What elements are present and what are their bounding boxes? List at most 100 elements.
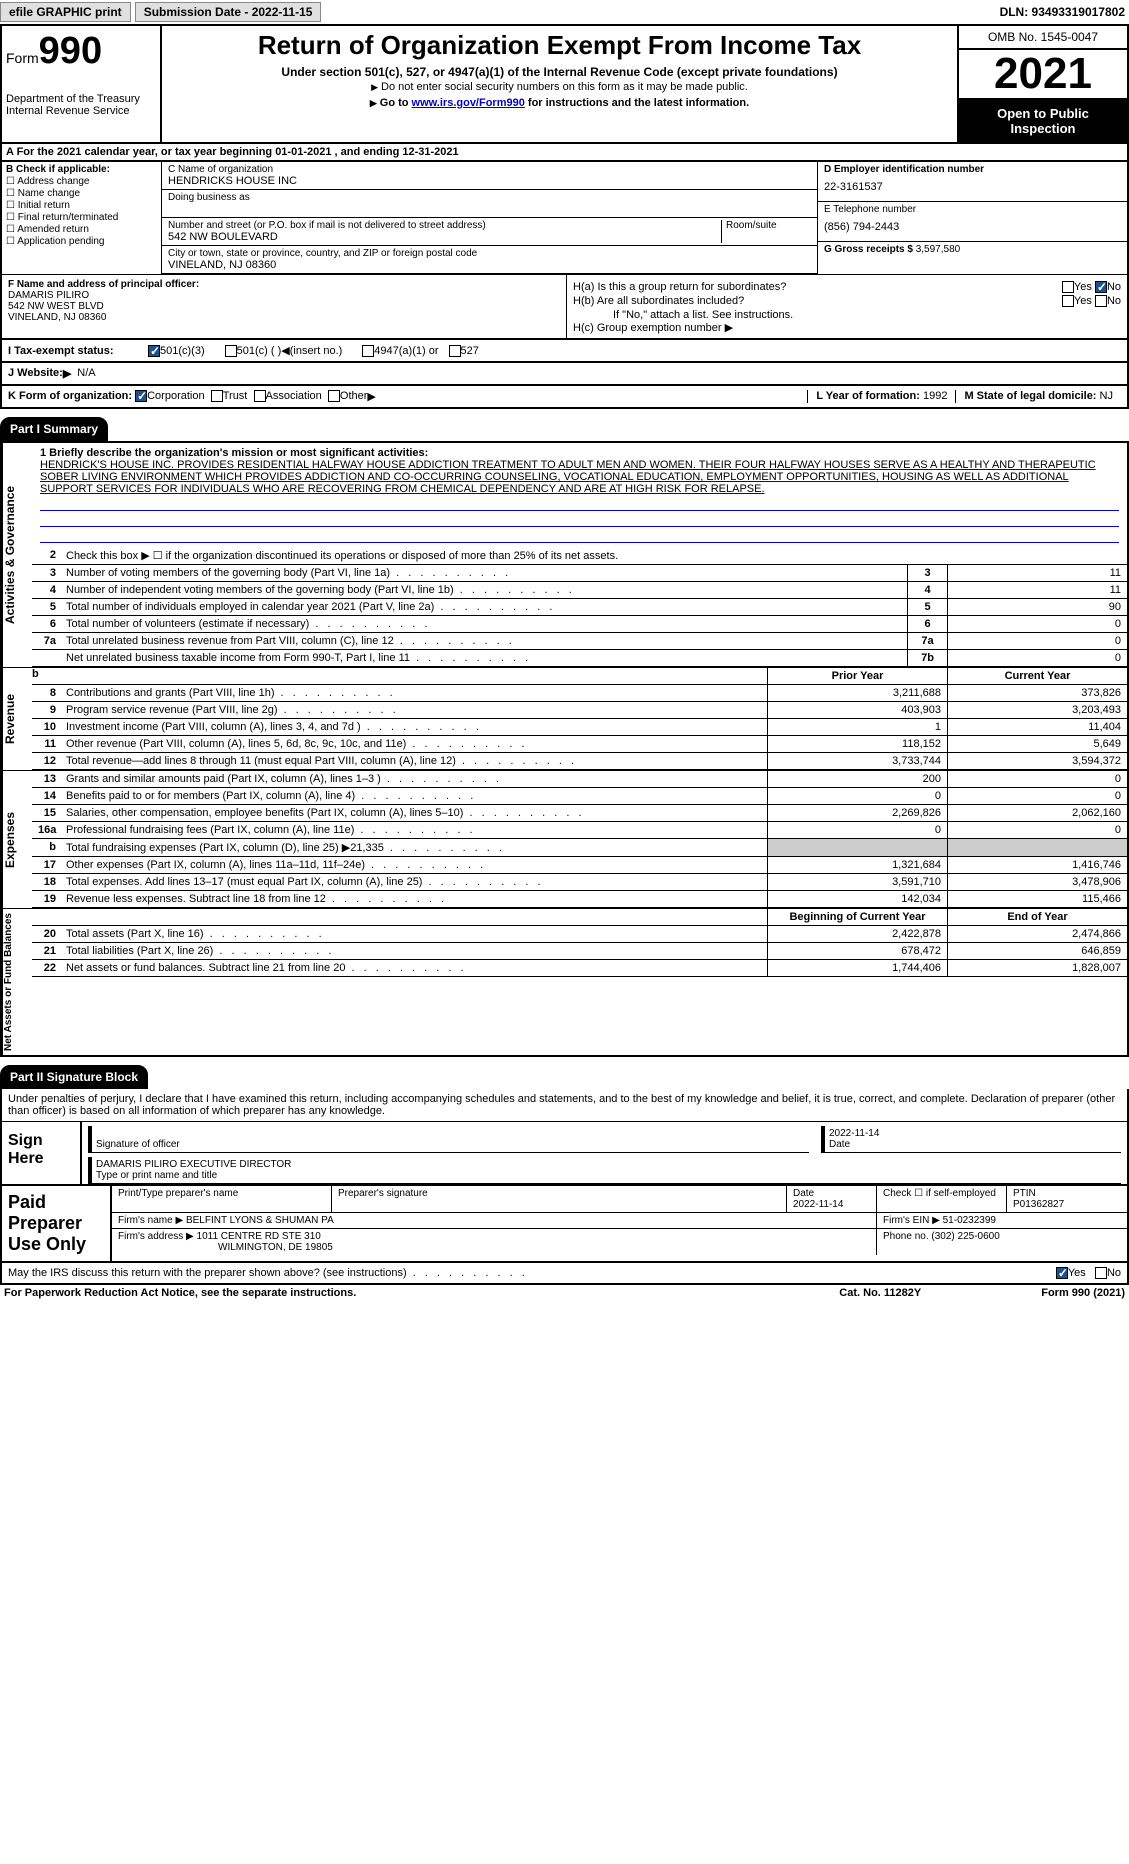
h-b-yes-checkbox[interactable] <box>1062 295 1074 307</box>
gross-receipts-cell: G Gross receipts $ 3,597,580 <box>818 242 1127 257</box>
perjury-declaration: Under penalties of perjury, I declare th… <box>2 1089 1127 1122</box>
chk-trust[interactable] <box>211 390 223 402</box>
chk-address-change[interactable]: ☐ Address change <box>6 176 157 187</box>
city-value: VINELAND, NJ 08360 <box>168 259 811 271</box>
discuss-no-checkbox[interactable] <box>1095 1267 1107 1279</box>
h-a-yes-checkbox[interactable] <box>1062 281 1074 293</box>
part2-header: Part II Signature Block <box>0 1065 148 1089</box>
end-year-header: End of Year <box>947 909 1127 925</box>
h-b-label: H(b) Are all subordinates included? <box>573 295 744 307</box>
side-net-assets: Net Assets or Fund Balances <box>2 909 32 1055</box>
summary-line: 18Total expenses. Add lines 13–17 (must … <box>32 874 1127 891</box>
topbar: efile GRAPHIC print Submission Date - 20… <box>0 0 1129 26</box>
signature-date-line: 2022-11-14 Date <box>821 1126 1121 1153</box>
part1-body: Activities & Governance 1 Briefly descri… <box>0 441 1129 1057</box>
form-page-label: Form 990 (2021) <box>1041 1287 1125 1299</box>
summary-line: 7aTotal unrelated business revenue from … <box>32 633 1127 650</box>
form-org-label: K Form of organization: <box>8 390 132 403</box>
row-k: K Form of organization: Corporation Trus… <box>0 386 1129 409</box>
officer-label: F Name and address of principal officer: <box>8 279 560 290</box>
form-word: Form <box>6 50 39 66</box>
mission-block: 1 Briefly describe the organization's mi… <box>32 443 1127 547</box>
paperwork-notice: For Paperwork Reduction Act Notice, see … <box>4 1287 356 1299</box>
name-title-line: DAMARIS PILIRO EXECUTIVE DIRECTOR Type o… <box>88 1157 1121 1184</box>
summary-line: 8Contributions and grants (Part VIII, li… <box>32 685 1127 702</box>
paid-preparer-block: Paid Preparer Use Only Print/Type prepar… <box>2 1184 1127 1261</box>
chk-amended-return[interactable]: ☐ Amended return <box>6 224 157 235</box>
ein-label: D Employer identification number <box>824 164 1121 175</box>
dept-treasury: Department of the Treasury <box>6 93 156 105</box>
form-subtitle-2: Do not enter social security numbers on … <box>170 81 949 93</box>
officer-addr1: 542 NW WEST BLVD <box>8 301 560 312</box>
chk-application-pending[interactable]: ☐ Application pending <box>6 236 157 247</box>
chk-initial-return[interactable]: ☐ Initial return <box>6 200 157 211</box>
h-b-no-checkbox[interactable] <box>1095 295 1107 307</box>
irs-link[interactable]: www.irs.gov/Form990 <box>412 97 525 109</box>
summary-line: 22Net assets or fund balances. Subtract … <box>32 960 1127 977</box>
header-right: OMB No. 1545-0047 2021 Open to Public In… <box>957 26 1127 142</box>
summary-line: 21Total liabilities (Part X, line 26)678… <box>32 943 1127 960</box>
signature-block: Under penalties of perjury, I declare th… <box>0 1089 1129 1263</box>
efile-print-button[interactable]: efile GRAPHIC print <box>0 2 131 22</box>
chk-501c3[interactable] <box>148 345 160 357</box>
gross-receipts-value: 3,597,580 <box>916 244 961 255</box>
net-col-header: Beginning of Current Year End of Year <box>32 909 1127 926</box>
chk-other[interactable] <box>328 390 340 402</box>
h-a-line: H(a) Is this a group return for subordin… <box>573 281 1121 293</box>
page-footer: For Paperwork Reduction Act Notice, see … <box>0 1285 1129 1301</box>
chk-501c[interactable] <box>225 345 237 357</box>
sign-here-label: Sign Here <box>2 1122 82 1184</box>
chk-corporation[interactable] <box>135 390 147 402</box>
dba-cell: Doing business as <box>162 190 817 218</box>
preparer-name-label: Print/Type preparer's name <box>112 1186 332 1212</box>
summary-line: Net unrelated business taxable income fr… <box>32 650 1127 667</box>
section-bcde: B Check if applicable: ☐ Address change … <box>0 162 1129 274</box>
summary-line: 20Total assets (Part X, line 16)2,422,87… <box>32 926 1127 943</box>
box-c: C Name of organization HENDRICKS HOUSE I… <box>162 162 817 274</box>
city-cell: City or town, state or province, country… <box>162 246 817 274</box>
current-year-header: Current Year <box>947 668 1127 684</box>
form-title: Return of Organization Exempt From Incom… <box>170 30 949 61</box>
header-mid: Return of Organization Exempt From Incom… <box>162 26 957 142</box>
h-b-note: If "No," attach a list. See instructions… <box>573 309 1121 321</box>
year-formation: L Year of formation: 1992 <box>807 390 955 403</box>
phone-value: (856) 794-2443 <box>824 215 1121 239</box>
summary-line: 10Investment income (Part VIII, column (… <box>32 719 1127 736</box>
form-subtitle-3: Go to www.irs.gov/Form990 for instructio… <box>170 97 949 109</box>
gross-receipts-label: G Gross receipts $ <box>824 244 913 255</box>
chk-final-return[interactable]: ☐ Final return/terminated <box>6 212 157 223</box>
goto-suffix: for instructions and the latest informat… <box>525 97 749 109</box>
form-990-number: 990 <box>39 30 102 72</box>
ein-value: 22-3161537 <box>824 175 1121 199</box>
irs-label: Internal Revenue Service <box>6 105 156 117</box>
chk-name-change[interactable]: ☐ Name change <box>6 188 157 199</box>
form-header: Form990 Department of the Treasury Inter… <box>0 26 1129 144</box>
ptin-cell: PTINP01362827 <box>1007 1186 1127 1212</box>
row-i: I Tax-exempt status: 501(c)(3) 501(c) ( … <box>0 340 1129 363</box>
side-activities-governance: Activities & Governance <box>2 443 32 667</box>
box-de: D Employer identification number 22-3161… <box>817 162 1127 274</box>
box-h: H(a) Is this a group return for subordin… <box>567 275 1127 338</box>
summary-line: 17Other expenses (Part IX, column (A), l… <box>32 857 1127 874</box>
side-revenue: Revenue <box>2 668 32 770</box>
row-a: A For the 2021 calendar year, or tax yea… <box>0 144 1129 162</box>
discuss-yes-checkbox[interactable] <box>1056 1267 1068 1279</box>
phone-cell: E Telephone number (856) 794-2443 <box>818 202 1127 242</box>
cat-no: Cat. No. 11282Y <box>839 1287 921 1299</box>
h-a-no-checkbox[interactable] <box>1095 281 1107 293</box>
chk-4947[interactable] <box>362 345 374 357</box>
omb-number: OMB No. 1545-0047 <box>959 26 1127 50</box>
signature-officer-line: Signature of officer <box>88 1126 809 1153</box>
open-to-public: Open to Public Inspection <box>959 100 1127 142</box>
row-j: J Website: ▶ N/A <box>0 363 1129 386</box>
chk-association[interactable] <box>254 390 266 402</box>
row-fh: F Name and address of principal officer:… <box>0 274 1129 340</box>
officer-name: DAMARIS PILIRO <box>8 290 560 301</box>
dln-label: DLN: 93493319017802 <box>1000 5 1129 19</box>
irs-discuss-text: May the IRS discuss this return with the… <box>8 1267 528 1279</box>
summary-line: 6Total number of volunteers (estimate if… <box>32 616 1127 633</box>
chk-527[interactable] <box>449 345 461 357</box>
room-label: Room/suite <box>726 220 811 231</box>
revenue-col-header: b Prior Year Current Year <box>32 668 1127 685</box>
submission-date-button[interactable]: Submission Date - 2022-11-15 <box>135 2 322 22</box>
